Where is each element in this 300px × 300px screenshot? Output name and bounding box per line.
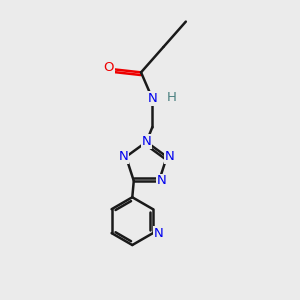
Text: N: N	[119, 150, 128, 163]
Text: N: N	[154, 226, 164, 240]
Text: O: O	[103, 61, 114, 74]
Text: N: N	[142, 135, 151, 148]
Text: N: N	[164, 150, 174, 163]
Text: N: N	[148, 92, 157, 105]
Text: H: H	[167, 91, 177, 103]
Text: N: N	[157, 174, 166, 187]
